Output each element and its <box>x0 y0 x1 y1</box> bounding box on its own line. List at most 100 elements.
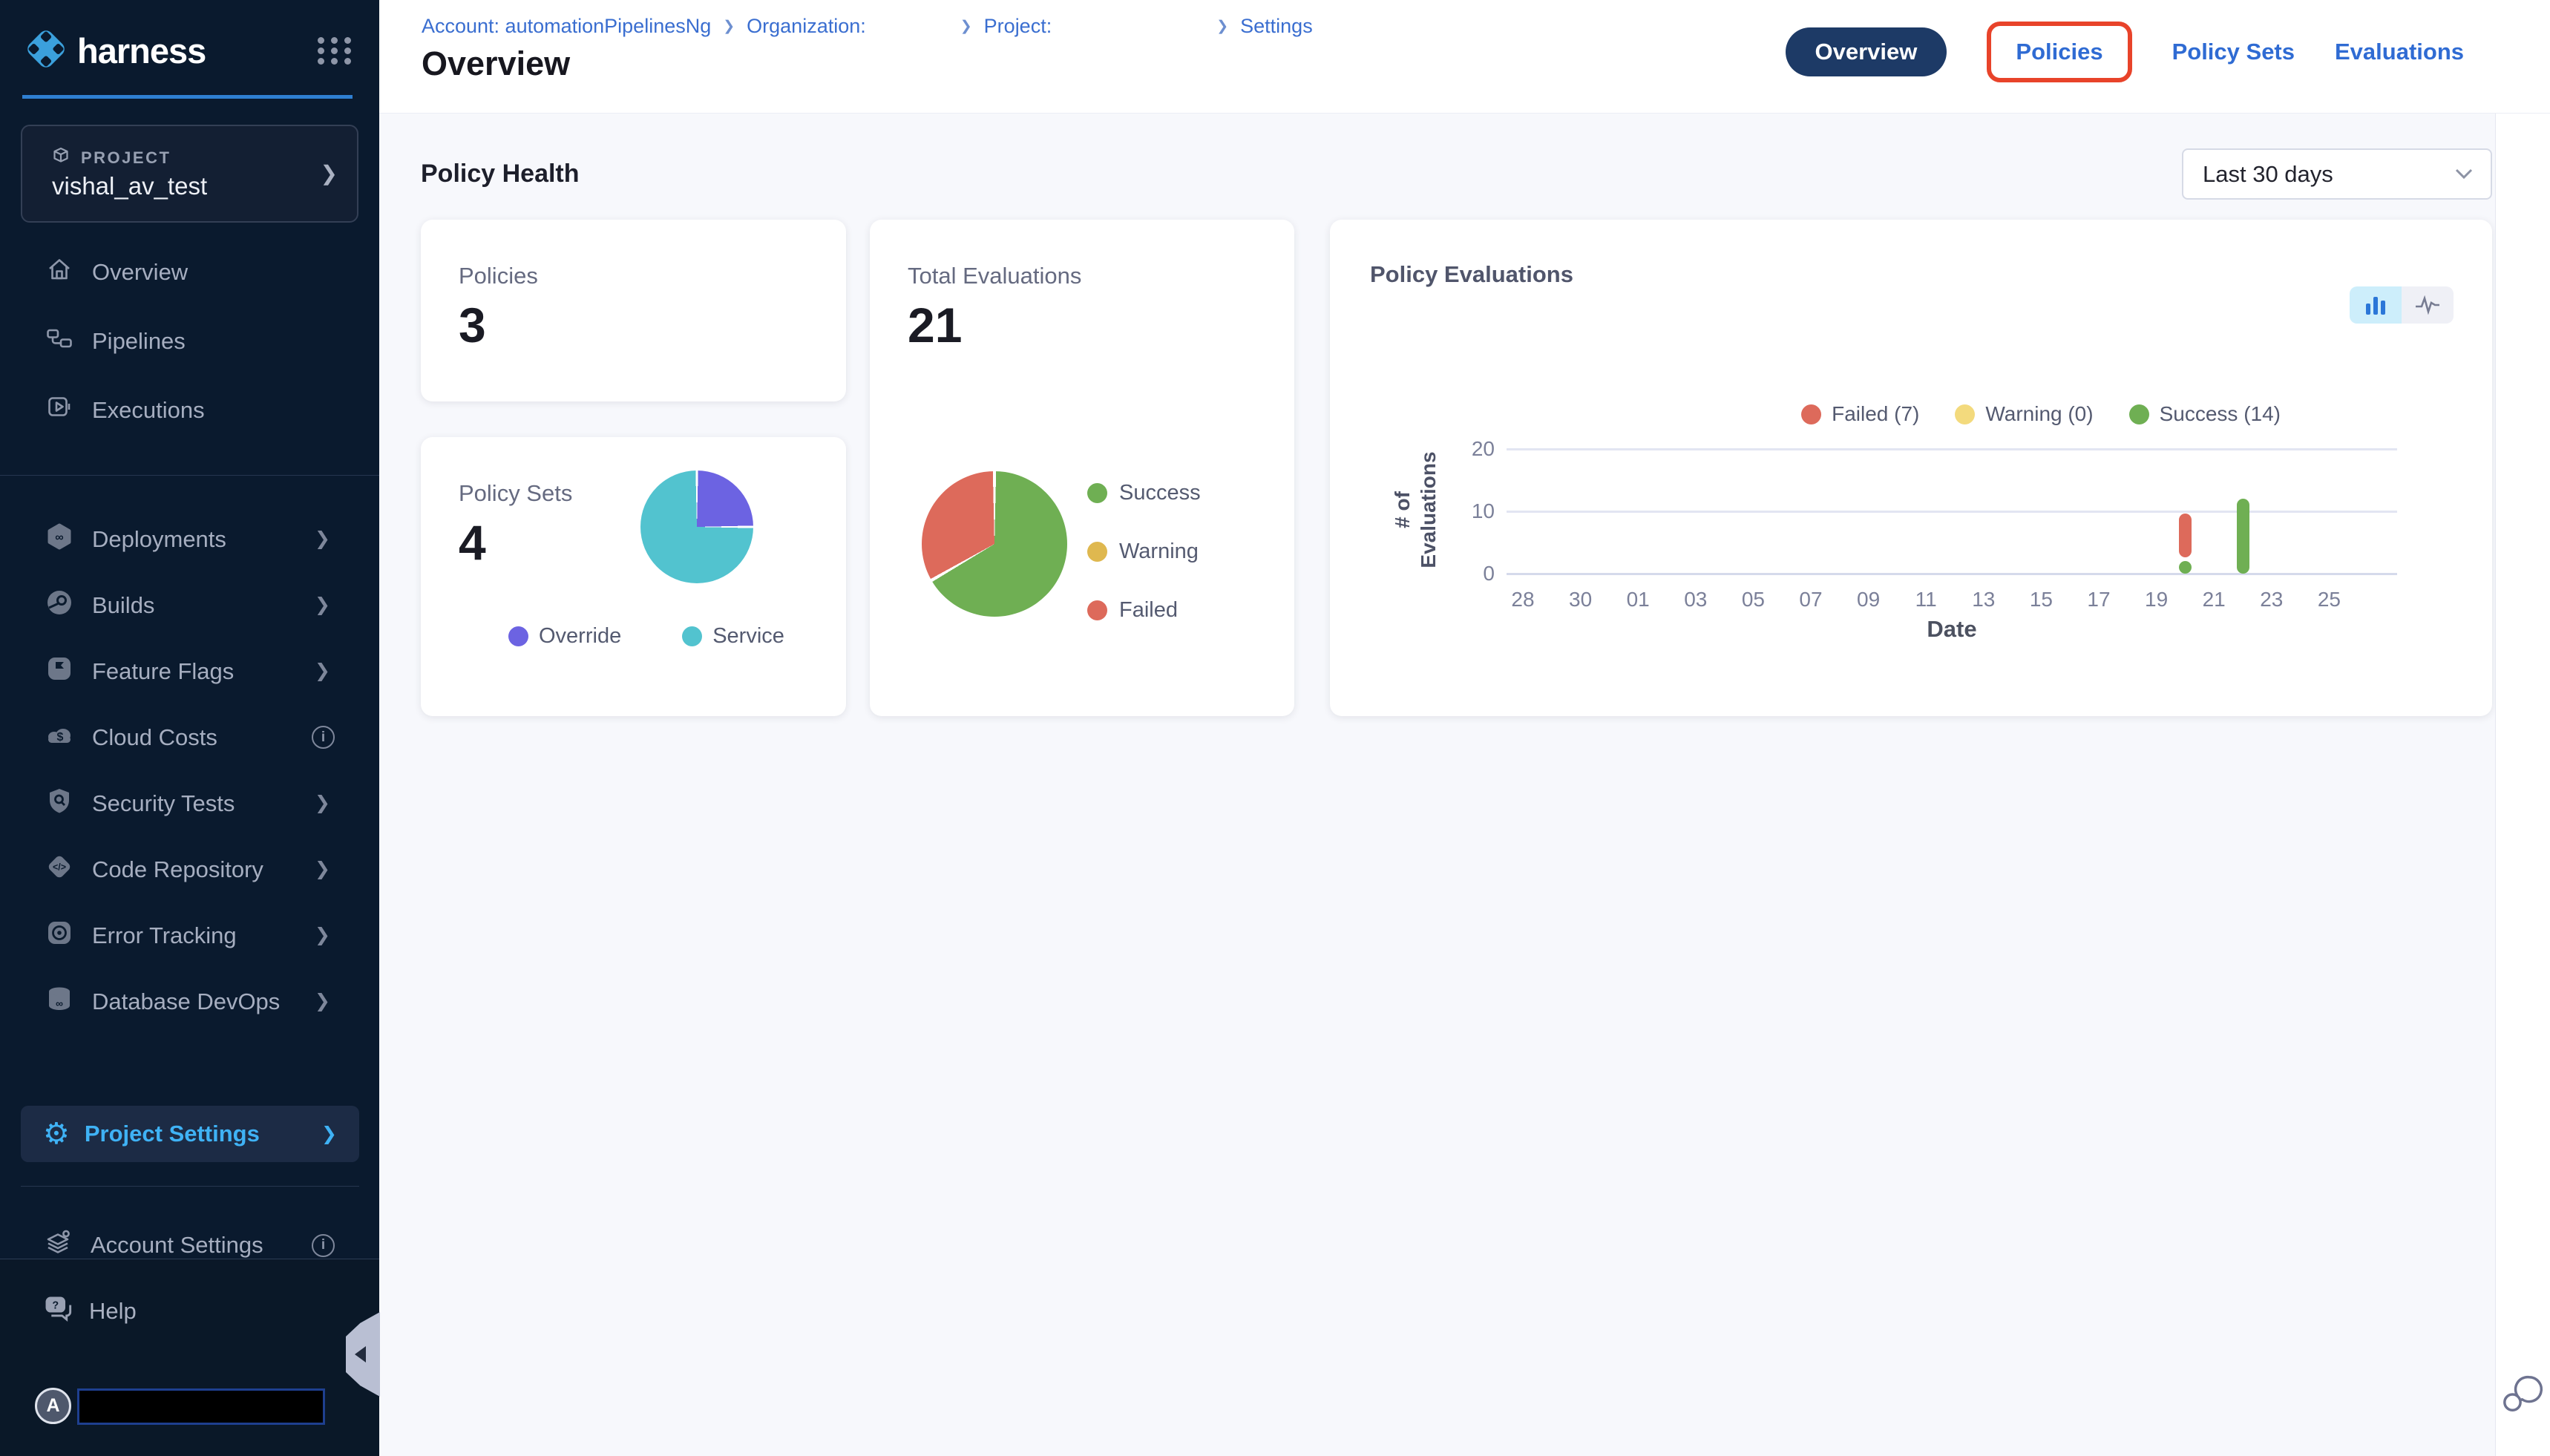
chevron-right-icon: ❯ <box>315 793 330 813</box>
avatar[interactable]: A <box>35 1388 71 1424</box>
legend-label: Success (14) <box>2159 402 2281 425</box>
sidebar-item-label: Overview <box>92 258 189 285</box>
info-icon[interactable]: i <box>312 1233 335 1257</box>
chevron-right-icon: ❯ <box>315 660 330 681</box>
bar-segment-success <box>2178 561 2192 574</box>
card-label: Policies <box>459 263 538 289</box>
tab-evaluations[interactable]: Evaluations <box>2335 39 2464 65</box>
svg-text:∞: ∞ <box>56 997 63 1009</box>
project-selector[interactable]: PROJECT vishal_av_test ❯ <box>21 125 358 223</box>
help-chat-icon: ? <box>42 1293 73 1329</box>
chevron-right-icon: ❯ <box>1216 19 1229 34</box>
card-title: Policy Evaluations <box>1370 261 1573 287</box>
bar-segment-failed <box>2178 514 2192 558</box>
chevron-right-icon: ❯ <box>321 1123 337 1144</box>
sidebar-item-account-settings[interactable]: Account Settings i <box>0 1219 379 1272</box>
section-title: Policy Health <box>421 160 580 188</box>
sidebar-item-database-devops[interactable]: ∞ Database DevOps ❯ <box>0 968 379 1034</box>
sidebar-item-feature-flags[interactable]: Feature Flags ❯ <box>0 638 379 704</box>
sidebar-item-label: Error Tracking <box>92 922 237 948</box>
sidebar-item-cloud-costs[interactable]: $ Cloud Costs i <box>0 704 379 770</box>
x-tick-label: 13 <box>1972 588 1996 611</box>
legend-label: Failed (7) <box>1832 402 1920 425</box>
info-icon[interactable]: i <box>312 726 335 749</box>
tab-overview[interactable]: Overview <box>1785 27 1947 76</box>
policy-sets-count: 4 <box>459 515 486 570</box>
legend-label: Success <box>1119 481 1201 505</box>
breadcrumb-organization[interactable]: Organization: <box>747 15 866 37</box>
breadcrumb-settings[interactable]: Settings <box>1240 15 1313 37</box>
sidebar-item-label: Project Settings <box>84 1121 260 1147</box>
sidebar-divider <box>21 1186 359 1187</box>
x-tick-label: 11 <box>1915 588 1937 611</box>
gridline <box>1507 448 2397 450</box>
bar-chart-toggle-button[interactable] <box>2350 286 2402 324</box>
y-tick-label: 20 <box>1471 437 1495 460</box>
account-settings-icon <box>43 1227 73 1263</box>
policy-evaluations-card: Policy Evaluations Failed (7) Warning (0… <box>1330 220 2492 716</box>
tab-policies[interactable]: Policies <box>2016 39 2103 65</box>
chart-type-toggle <box>2350 286 2454 324</box>
builds-icon <box>45 588 74 623</box>
x-tick-label: 01 <box>1626 588 1650 611</box>
breadcrumb-account[interactable]: Account: automationPipelinesNg <box>422 15 712 37</box>
support-chat-icon[interactable] <box>2500 1371 2546 1420</box>
app-switcher-icon[interactable] <box>318 36 354 65</box>
svg-text:$: $ <box>57 731 64 744</box>
sidebar-item-code-repository[interactable]: </> Code Repository ❯ <box>0 836 379 902</box>
sidebar-item-label: Executions <box>92 396 205 423</box>
legend-label: Service <box>712 624 784 648</box>
harness-logo-icon <box>22 25 70 76</box>
breadcrumb: Account: automationPipelinesNg ❯ Organiz… <box>422 15 1313 38</box>
policy-sets-card: Policy Sets 4 Override Service <box>421 437 846 716</box>
breadcrumb-project[interactable]: Project: <box>983 15 1052 37</box>
sidebar-item-builds[interactable]: Builds ❯ <box>0 572 379 638</box>
sidebar-item-pipelines[interactable]: Pipelines <box>0 306 379 376</box>
x-tick-label: 19 <box>2145 588 2169 611</box>
sidebar-item-help[interactable]: ? Help <box>42 1293 137 1329</box>
date-range-select[interactable]: Last 30 days <box>2182 148 2492 200</box>
tab-bar: Overview Policies Policy Sets Evaluation… <box>1785 10 2464 94</box>
error-tracking-icon <box>45 918 74 954</box>
x-tick-label: 05 <box>1741 588 1765 611</box>
logo-wordmark: harness <box>77 30 206 70</box>
sidebar-item-deployments[interactable]: ∞ Deployments ❯ <box>0 506 379 572</box>
legend-dot-success <box>1087 483 1107 503</box>
svg-text:?: ? <box>52 1300 59 1312</box>
x-tick-label: 21 <box>2202 588 2226 611</box>
evaluations-legend: Success Warning Failed <box>1087 481 1201 623</box>
right-rail <box>2495 114 2550 1456</box>
eval-plot: # of Evaluations Date 0 10 20 28 30 01 03 05 07 0… <box>1391 437 2397 642</box>
sidebar-item-executions[interactable]: Executions <box>0 376 379 445</box>
project-label: PROJECT <box>81 148 171 167</box>
sidebar-item-project-settings[interactable]: ⚙ Project Settings ❯ <box>21 1106 359 1162</box>
bar-chart-icon <box>2366 297 2385 315</box>
sidebar-item-label: Database DevOps <box>92 988 281 1014</box>
sidebar-item-label: Code Repository <box>92 856 263 882</box>
svg-text:∞: ∞ <box>55 531 63 544</box>
legend-label: Warning (0) <box>1985 402 2094 425</box>
sidebar: harness PROJECT vishal_av_test ❯ O <box>0 0 380 1456</box>
feature-flags-icon <box>45 654 74 689</box>
x-tick-label: 25 <box>2317 588 2341 611</box>
y-tick-label: 10 <box>1471 499 1495 522</box>
sidebar-item-label: Deployments <box>92 525 226 552</box>
executions-icon <box>45 393 74 428</box>
home-icon <box>45 255 74 290</box>
date-range-value: Last 30 days <box>2203 160 2333 187</box>
sidebar-item-label: Pipelines <box>92 327 186 354</box>
legend-label: Warning <box>1119 540 1199 563</box>
tab-policy-sets[interactable]: Policy Sets <box>2172 39 2295 65</box>
sidebar-item-error-tracking[interactable]: Error Tracking ❯ <box>0 902 379 968</box>
x-tick-label: 15 <box>2029 588 2053 611</box>
chevron-right-icon: ❯ <box>315 528 330 549</box>
avatar-letter: A <box>46 1395 60 1416</box>
sidebar-item-overview[interactable]: Overview <box>0 237 379 306</box>
security-tests-icon <box>45 786 74 822</box>
sidebar-item-security-tests[interactable]: Security Tests ❯ <box>0 770 379 836</box>
cloud-costs-icon: $ <box>45 720 74 755</box>
line-chart-toggle-button[interactable] <box>2402 286 2454 324</box>
sidebar-divider <box>0 475 379 476</box>
sidebar-item-label: Builds <box>92 591 155 618</box>
x-axis-label: Date <box>1927 616 1977 642</box>
